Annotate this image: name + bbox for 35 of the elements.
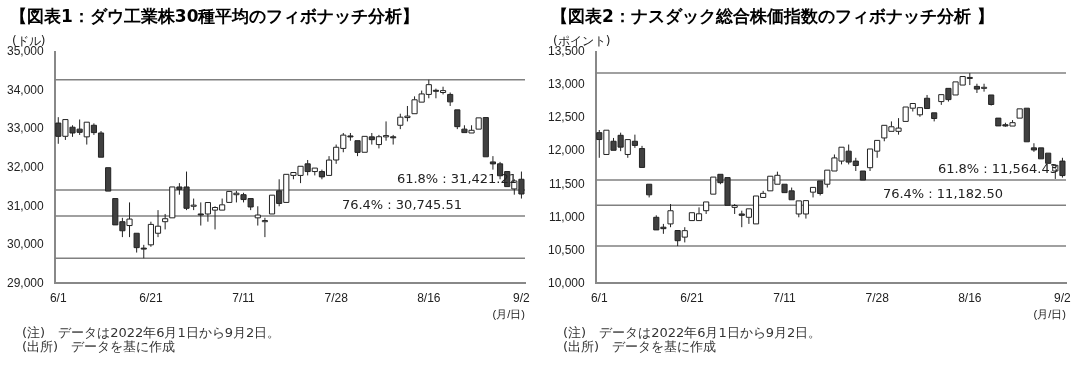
x-tick-label: 6/21 [139, 290, 163, 305]
y-tick-label: 11,000 [548, 209, 586, 224]
y-tick-label: 30,000 [7, 237, 45, 252]
y-tick-label: 10,000 [548, 275, 586, 290]
x-axis-title: (月/日) [1033, 308, 1066, 321]
y-tick-label: 34,000 [7, 82, 45, 97]
y-tick-label: 33,000 [7, 121, 45, 136]
ref-line-label: 76.4% : 30,745.51 [341, 196, 462, 212]
y-tick-label: 12,000 [548, 143, 586, 158]
x-tick-label: 6/1 [590, 290, 608, 305]
x-tick-label: 8/16 [958, 290, 982, 305]
y-tick-label: 31,000 [7, 198, 45, 213]
x-tick-label: 7/28 [865, 290, 890, 305]
x-tick-label: 9/2 [1054, 290, 1072, 305]
text: (注) データは2022年6月1日から9月2日。 [22, 325, 282, 340]
y-tick-label: 32,000 [7, 160, 45, 175]
y-tick-label: 10,500 [548, 242, 586, 257]
x-tick-label: 7/11 [773, 290, 797, 305]
x-tick-label: 7/28 [324, 290, 349, 305]
text: (注) データは2022年6月1日から9月2日。 [563, 325, 823, 340]
x-axis-title: (月/日) [492, 308, 525, 321]
x-tick-label: 7/11 [232, 290, 256, 305]
y-tick-label: 12,500 [548, 110, 586, 125]
y-tick-label: 13,000 [548, 77, 586, 92]
chart-title: 【図表2：ナスダック総合株価指数のフィボナッチ分析 】 [550, 5, 995, 28]
ref-line-label: 76.4% : 11,182.50 [882, 186, 1003, 202]
text: (出所) データを基に作成 [22, 339, 177, 354]
x-tick-label: 9/2 [513, 290, 531, 305]
y-tick-label: 11,500 [548, 176, 586, 191]
y-tick-label: 29,000 [7, 275, 45, 290]
x-tick-label: 6/21 [680, 290, 704, 305]
x-tick-label: 6/1 [49, 290, 67, 305]
text: (出所) データを基に作成 [563, 339, 718, 354]
x-tick-label: 8/16 [417, 290, 441, 305]
chart-title: 【図表1：ダウ工業株30種平均のフィボナッチ分析】 [9, 5, 421, 28]
